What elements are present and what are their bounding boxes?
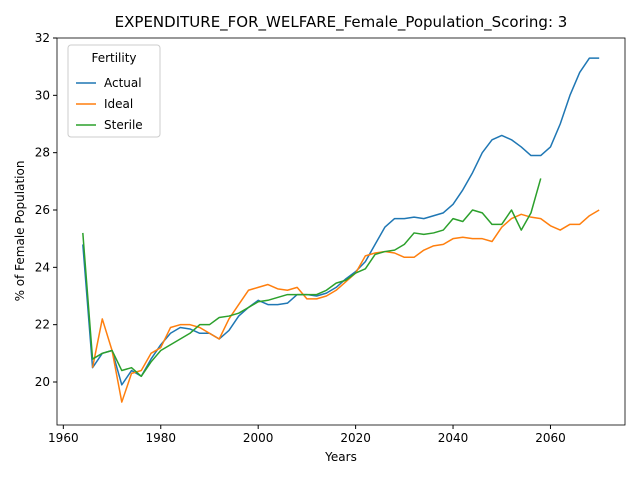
series-line bbox=[82, 178, 542, 378]
legend-label: Actual bbox=[104, 76, 142, 90]
y-tick-label: 20 bbox=[35, 375, 50, 389]
x-axis-label: Years bbox=[324, 450, 357, 464]
x-tick-label: 2000 bbox=[243, 431, 274, 445]
x-tick-label: 2060 bbox=[535, 431, 566, 445]
x-tick-label: 1980 bbox=[145, 431, 176, 445]
y-tick-label: 24 bbox=[35, 260, 50, 274]
y-tick-label: 26 bbox=[35, 203, 50, 217]
legend-label: Ideal bbox=[104, 97, 133, 111]
y-axis-label: % of Female Population bbox=[13, 161, 27, 302]
y-tick-label: 28 bbox=[35, 146, 50, 160]
legend-label: Sterile bbox=[104, 118, 143, 132]
y-tick-label: 30 bbox=[35, 88, 50, 102]
x-tick-label: 1960 bbox=[48, 431, 79, 445]
legend-title: Fertility bbox=[91, 51, 136, 65]
y-tick-label: 32 bbox=[35, 31, 50, 45]
x-tick-label: 2020 bbox=[340, 431, 371, 445]
x-tick-label: 2040 bbox=[438, 431, 469, 445]
chart-title: EXPENDITURE_FOR_WELFARE_Female_Populatio… bbox=[115, 13, 568, 32]
series-line bbox=[82, 57, 600, 386]
legend-box bbox=[67, 44, 161, 138]
y-tick-label: 22 bbox=[35, 318, 50, 332]
plot-frame bbox=[56, 37, 626, 426]
series-line bbox=[91, 209, 600, 403]
